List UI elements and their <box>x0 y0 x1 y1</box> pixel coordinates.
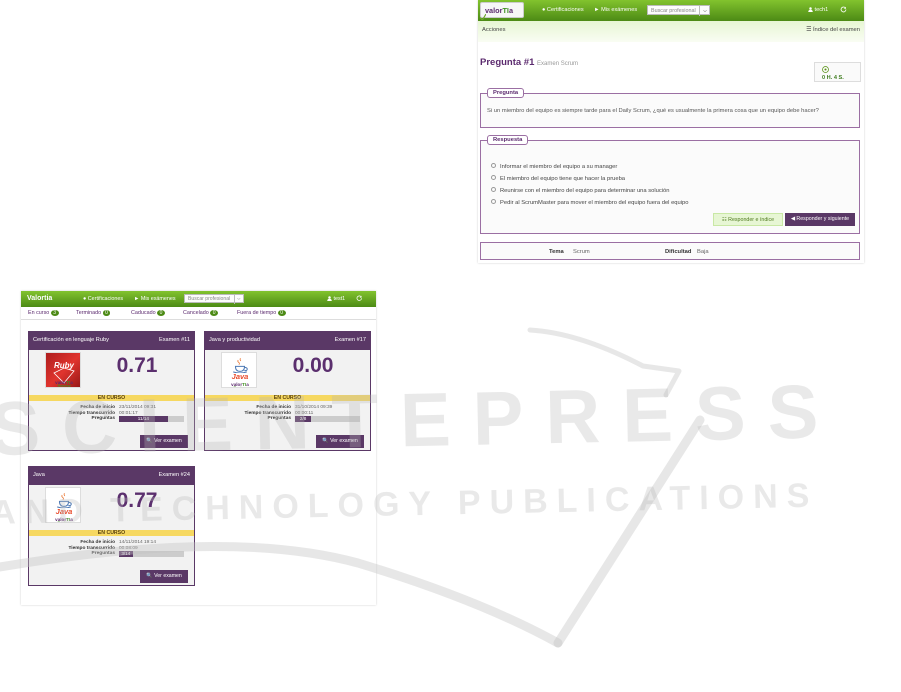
svg-text:Ruby: Ruby <box>54 361 75 370</box>
